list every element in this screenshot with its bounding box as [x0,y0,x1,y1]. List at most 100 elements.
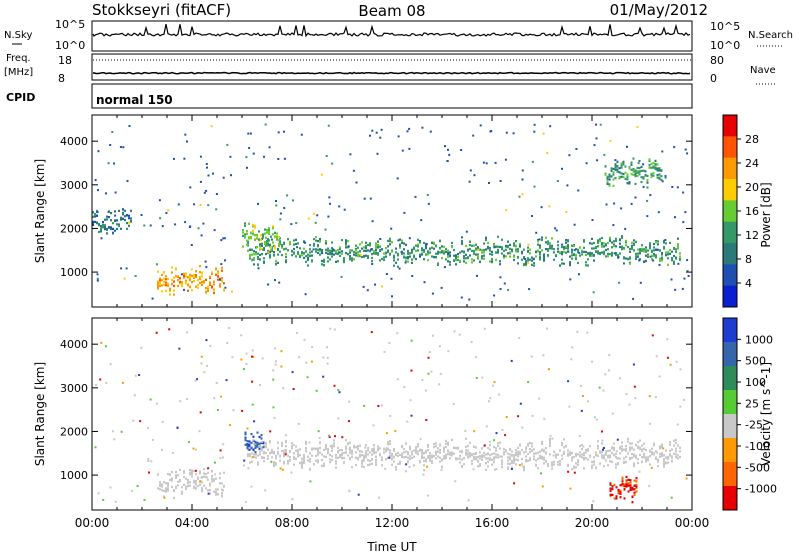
range-gate-cell [183,483,185,486]
range-gate-cell [610,175,613,178]
range-gate-cell [99,378,102,381]
range-gate-cell [503,249,505,252]
range-gate-cell [297,242,299,245]
range-gate-cell [285,445,287,448]
range-gate-cell [260,234,262,237]
range-gate-cell [555,229,558,232]
range-gate-cell [272,369,275,372]
range-gate-cell [635,485,638,488]
range-gate-cell [431,246,433,249]
range-gate-cell [130,217,132,220]
range-gate-cell [161,489,163,492]
range-gate-cell [612,171,615,174]
range-gate-cell [337,456,339,459]
range-gate-cell [621,235,623,238]
range-gate-cell [212,172,214,175]
range-gate-cell [315,447,317,450]
range-gate-cell [501,466,503,469]
range-gate-cell [626,178,629,181]
range-gate-cell [341,456,343,459]
range-gate-cell [251,258,254,261]
range-gate-cell [384,467,387,470]
range-gate-cell [585,162,588,165]
range-gate-cell [404,470,407,473]
range-gate-cell [525,458,527,462]
range-gate-cell [167,284,169,287]
range-gate-cell [279,212,282,215]
range-gate-cell [251,349,254,352]
range-gate-cell [541,442,543,445]
range-gate-cell [276,232,278,235]
range-gate-cell [211,271,213,274]
range-gate-cell [107,210,110,213]
range-gate-cell [333,384,336,387]
range-gate-cell [124,215,126,218]
range-gate-cell [409,255,411,258]
range-gate-cell [460,149,463,151]
range-gate-cell [565,246,567,250]
range-gate-cell [577,459,579,462]
range-gate-cell [620,164,623,167]
range-gate-cell [473,249,475,252]
range-gate-cell [495,245,497,248]
range-gate-cell [256,441,259,444]
range-gate-cell [389,454,391,457]
range-gate-cell [323,462,325,465]
range-gate-cell [399,453,401,457]
range-gate-cell [581,249,583,252]
range-gate-cell [391,457,393,460]
range-gate-cell [617,491,620,494]
range-gate-cell [221,277,223,280]
range-gate-cell [489,397,492,400]
range-gate-cell [463,257,465,260]
range-gate-cell [633,465,635,468]
range-gate-cell [373,250,375,253]
range-gate-cell [591,465,593,468]
x-tick-label: 12:00 [375,516,410,530]
range-gate-cell [435,252,437,255]
range-gate-cell [613,442,615,445]
range-gate-cell [447,148,449,151]
range-gate-cell [185,279,187,282]
range-gate-cell [413,247,415,251]
range-gate-cell [415,249,417,252]
range-gate-cell [116,219,118,222]
freq-trace [92,71,691,75]
range-gate-cell [501,238,503,241]
range-gate-cell [335,454,337,457]
range-gate-cell [553,460,555,463]
range-gate-cell [338,391,341,394]
range-gate-cell [661,251,663,255]
range-gate-cell [523,467,525,470]
range-gate-cell [537,240,539,243]
range-gate-cell [370,248,372,251]
range-gate-cell [629,446,631,449]
range-gate-cell [390,227,393,230]
range-gate-cell [623,448,625,451]
range-gate-cell [251,439,254,442]
range-gate-cell [481,249,483,252]
range-gate-cell [630,161,633,164]
range-gate-cell [573,455,575,459]
range-gate-cell [527,452,529,456]
range-gate-cell [271,238,273,241]
range-gate-cell [124,219,126,222]
range-gate-cell [427,356,430,359]
range-gate-cell [616,160,619,164]
range-gate-cell [229,155,232,158]
range-gate-cell [269,253,271,256]
colorbar-segment [723,486,737,511]
range-gate-cell [441,249,443,252]
range-gate-cell [198,430,201,433]
range-gate-cell [297,252,299,256]
range-gate-cell [631,486,634,489]
range-gate-cell [275,463,277,466]
range-gate-cell [632,297,635,300]
range-gate-cell [251,355,253,358]
range-gate-cell [92,223,94,227]
range-gate-cell [652,165,655,168]
range-gate-cell [379,447,381,450]
range-gate-cell [114,214,117,217]
range-gate-cell [175,268,177,271]
range-gate-cell [158,199,161,202]
